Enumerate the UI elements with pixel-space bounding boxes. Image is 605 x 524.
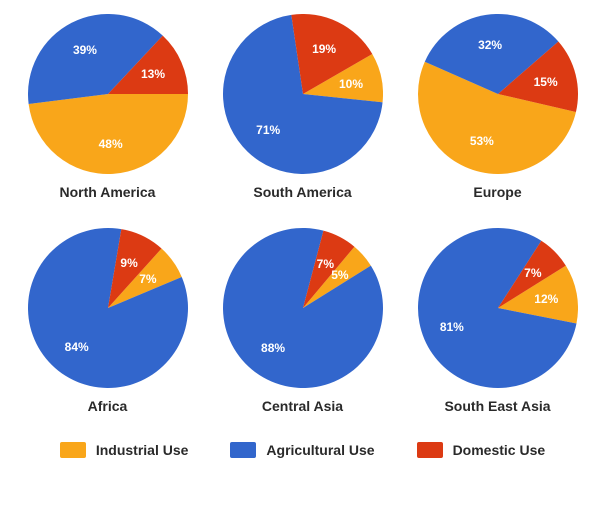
region-label: South America	[253, 184, 351, 200]
legend-swatch	[417, 442, 443, 458]
pie-slice-industrial	[28, 94, 187, 174]
slice-label: 53%	[470, 134, 494, 148]
legend-label: Domestic Use	[453, 442, 546, 458]
slice-label: 9%	[120, 256, 137, 270]
pie-cell: 10% 71% 19% South America	[205, 14, 400, 228]
pie-cell: 53% 32% 15% Europe	[400, 14, 595, 228]
pie-cell: 7% 84% 9% Africa	[10, 228, 205, 442]
slice-label: 88%	[261, 341, 285, 355]
pie-chart: 53% 32% 15%	[418, 14, 578, 174]
slice-label: 10%	[339, 77, 363, 91]
slice-label: 81%	[440, 320, 464, 334]
slice-label: 71%	[256, 123, 280, 137]
region-label: Europe	[473, 184, 521, 200]
legend-item: Agricultural Use	[230, 442, 374, 458]
legend-item: Domestic Use	[417, 442, 546, 458]
slice-label: 32%	[478, 38, 502, 52]
pie-grid: 48% 39% 13% North America 10% 71% 19% South Ame…	[0, 0, 605, 442]
legend-label: Agricultural Use	[266, 442, 374, 458]
slice-label: 7%	[317, 257, 334, 271]
pie-chart: 12% 81% 7%	[418, 228, 578, 388]
slice-label: 13%	[141, 67, 165, 81]
slice-label: 39%	[73, 43, 97, 57]
pie-cell: 5%88%7%Central Asia	[205, 228, 400, 442]
legend-item: Industrial Use	[60, 442, 189, 458]
slice-label: 7%	[139, 272, 156, 286]
region-label: Central Asia	[262, 398, 343, 414]
slice-label: 48%	[99, 137, 123, 151]
slice-label: 84%	[65, 340, 89, 354]
slice-label: 19%	[312, 42, 336, 56]
pie-cell: 12% 81% 7% South East Asia	[400, 228, 595, 442]
pie-chart: 10% 71% 19%	[223, 14, 383, 174]
region-label: South East Asia	[444, 398, 550, 414]
region-label: North America	[60, 184, 156, 200]
legend-swatch	[60, 442, 86, 458]
legend: Industrial Use Agricultural Use Domestic U…	[0, 442, 605, 472]
pie-chart: 5%88%7%	[223, 228, 383, 388]
pie-cell: 48% 39% 13% North America	[10, 14, 205, 228]
slice-label: 12%	[534, 292, 558, 306]
pie-chart: 7% 84% 9%	[28, 228, 188, 388]
pie-chart: 48% 39% 13%	[28, 14, 188, 174]
legend-swatch	[230, 442, 256, 458]
legend-label: Industrial Use	[96, 442, 189, 458]
slice-label: 7%	[524, 266, 541, 280]
slice-label: 15%	[534, 75, 558, 89]
region-label: Africa	[88, 398, 128, 414]
